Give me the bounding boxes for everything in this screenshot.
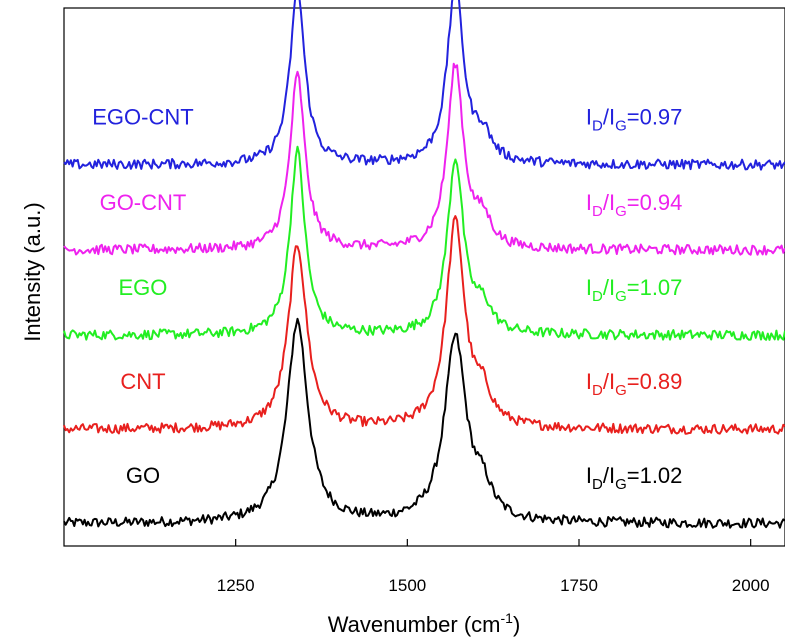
x-axis-title: Wavenumber (cm-1) <box>328 610 521 637</box>
series-label-ego-cnt: EGO-CNT <box>92 105 193 130</box>
x-tick-label-1250: 1250 <box>217 576 255 595</box>
plot-frame <box>63 7 785 547</box>
x-tick-label-1500: 1500 <box>388 576 426 595</box>
ratio-labels: ID/IG=1.02 ID/IG=0.89 ID/IG=1.07 ID/IG=0.94… <box>586 105 683 494</box>
ratio-label-go-cnt: ID/IG=0.94 <box>586 190 683 220</box>
series-labels: GO CNT EGO GO-CNT EGO-CNT <box>92 105 193 489</box>
series-label-go: GO <box>126 463 160 488</box>
x-axis-ticks: 1250 1500 1750 2000 <box>217 539 770 595</box>
series-lines <box>63 0 785 529</box>
y-axis-title: Intensity (a.u.) <box>20 202 45 341</box>
series-label-cnt: CNT <box>120 369 165 394</box>
series-label-go-cnt: GO-CNT <box>100 190 187 215</box>
ratio-label-ego-cnt: ID/IG=0.97 <box>586 105 683 135</box>
series-label-ego: EGO <box>119 275 168 300</box>
ratio-label-go: ID/IG=1.02 <box>586 463 683 493</box>
x-tick-label-2000: 2000 <box>732 576 770 595</box>
series-line-cnt <box>63 215 785 435</box>
ratio-label-cnt: ID/IG=0.89 <box>586 369 683 399</box>
series-line-ego-cnt <box>63 0 785 171</box>
series-line-go-cnt <box>63 62 785 256</box>
x-tick-label-1750: 1750 <box>560 576 598 595</box>
series-line-go <box>63 317 785 529</box>
series-line-ego <box>63 145 785 341</box>
ratio-label-ego: ID/IG=1.07 <box>586 275 683 305</box>
